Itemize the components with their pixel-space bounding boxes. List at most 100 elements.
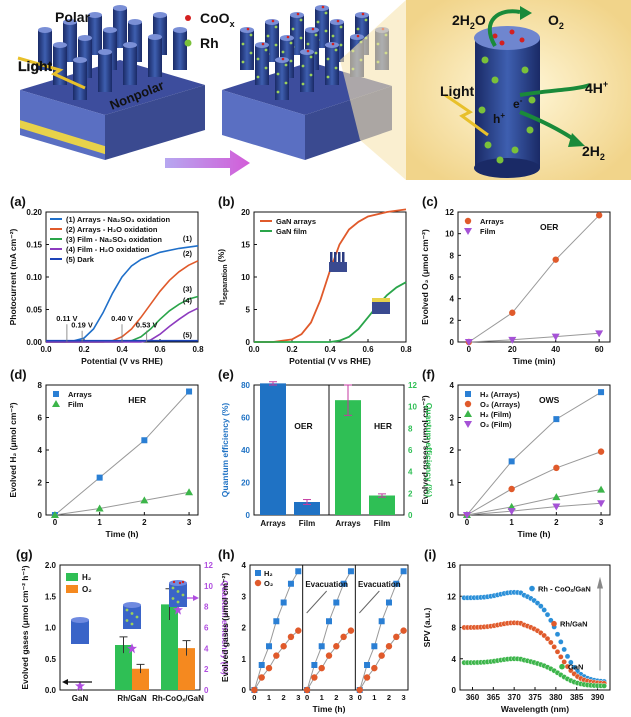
y2-tick-label: 4 [408, 468, 413, 477]
y-axis-label: Photocurrent (mA cm⁻²) [8, 228, 18, 325]
coox-particle [286, 35, 290, 39]
category-label: Film [374, 519, 390, 528]
rh-particle [264, 48, 268, 52]
hole-label: h [493, 112, 500, 126]
nanowire-top [290, 12, 304, 18]
data-point [508, 458, 515, 465]
legend-entry: Film [68, 400, 84, 409]
y-tick-label: 5 [246, 306, 251, 315]
y-tick-label: 20 [241, 208, 250, 217]
y-tick-label: 4 [450, 295, 455, 304]
data-point [140, 496, 149, 504]
rh-particle [331, 34, 335, 38]
coox-particle [356, 34, 360, 38]
data-point [265, 664, 273, 672]
rh-particle [521, 66, 529, 74]
nanowire-top [350, 34, 364, 40]
svg-text:O2: O2 [548, 12, 564, 31]
nanowire-top [305, 27, 319, 33]
coox-particle [492, 33, 498, 39]
rh-particle [364, 18, 368, 22]
data-point [287, 633, 295, 641]
quantum-efficiency-star [127, 643, 137, 654]
data-point [273, 618, 280, 625]
data-point [552, 493, 561, 501]
rh-dot-icon [184, 39, 192, 47]
legend-entry: Rh - CoOₓ/GaN [538, 585, 591, 594]
rh-particle [171, 586, 175, 590]
y-axis-label: Evolved gases (μmol cm⁻²) [420, 395, 430, 505]
legend-swatch [559, 663, 565, 670]
y-tick-label: 1.0 [45, 624, 57, 633]
data-point [326, 618, 332, 625]
schematic-illustration: Light Polar Nonpolar CoOx Rh 2H2O O2 Lig… [17, 0, 631, 180]
category-label: Arrays [260, 519, 286, 528]
y-tick-label: 4 [450, 381, 455, 390]
legend-entry: Film [480, 227, 496, 236]
rh-legend: Rh [200, 35, 219, 51]
series-line [46, 307, 199, 343]
y-tick-label: 2 [38, 479, 43, 488]
nanowire-rod [255, 45, 269, 85]
nanowire-cylinder-icon [71, 620, 89, 644]
coox-legend: CoO [200, 10, 230, 26]
nanowire-top [148, 34, 162, 40]
spv-point [548, 617, 554, 624]
data-point [186, 388, 193, 395]
svg-text:h+: h+ [493, 111, 505, 126]
coox-particle [172, 580, 176, 584]
data-point [552, 503, 561, 511]
spv-point [568, 659, 574, 666]
x-axis-label: Time (h) [518, 529, 551, 539]
bar [294, 502, 320, 515]
y-tick-label: 10 [445, 230, 454, 239]
y-axis-label: Evolved O₂ (μmol cm⁻²) [420, 229, 430, 325]
coox-particle [311, 27, 315, 31]
data-point [552, 256, 559, 263]
array-inset-icon [329, 262, 347, 272]
data-point [400, 568, 407, 575]
nanowire-top [280, 35, 294, 41]
x-tick-label: 365 [487, 693, 501, 702]
rh-particle [481, 56, 489, 64]
series-tag: (2) [183, 249, 193, 258]
x-tick-label: 0.8 [400, 345, 412, 354]
data-point [333, 599, 340, 606]
legend-entry: H₂ (Film) [480, 410, 512, 419]
y-tick-label: 8 [38, 381, 43, 390]
hydrogen-label: 2H [582, 143, 600, 159]
data-point [597, 448, 605, 455]
data-point [255, 570, 261, 576]
y-tick-label: 2.0 [45, 561, 57, 570]
data-point [597, 500, 606, 508]
rh-particle [314, 33, 318, 37]
rh-particle [274, 43, 278, 47]
legend-entry: O₂ (Film) [480, 420, 512, 429]
x-axis-label: Time (h) [106, 529, 139, 539]
x-tick-label: 0.6 [362, 345, 374, 354]
series-line [468, 214, 600, 343]
data-point [141, 437, 148, 444]
nanowire-top [315, 5, 329, 11]
quantum-efficiency-star [173, 604, 183, 615]
rh-particle [130, 612, 134, 615]
x-tick-label: 1 [267, 693, 271, 702]
data-point [340, 580, 347, 587]
series-tag: (3) [183, 285, 193, 294]
rh-particle [125, 608, 129, 612]
evacuation-label: Evacuation [358, 580, 401, 589]
array-inset-rod [342, 252, 345, 262]
legend-entry: GaN [568, 663, 583, 672]
onset-label: 0.40 V [111, 314, 133, 323]
rh-particle [496, 156, 504, 164]
y-tick-label: 0 [38, 511, 43, 520]
legend-entry: H₂ (Arrays) [480, 390, 520, 399]
y2-tick-label: 8 [204, 603, 209, 612]
y2-tick-label: 6 [408, 446, 413, 455]
svg-text:2H2O: 2H2O [452, 12, 486, 31]
oxygen-label: O [548, 12, 559, 28]
y-tick-label: 1.5 [45, 592, 57, 601]
x-tick-label: 0.2 [78, 345, 90, 354]
nanowire-top [325, 42, 339, 48]
data-point [551, 333, 560, 341]
